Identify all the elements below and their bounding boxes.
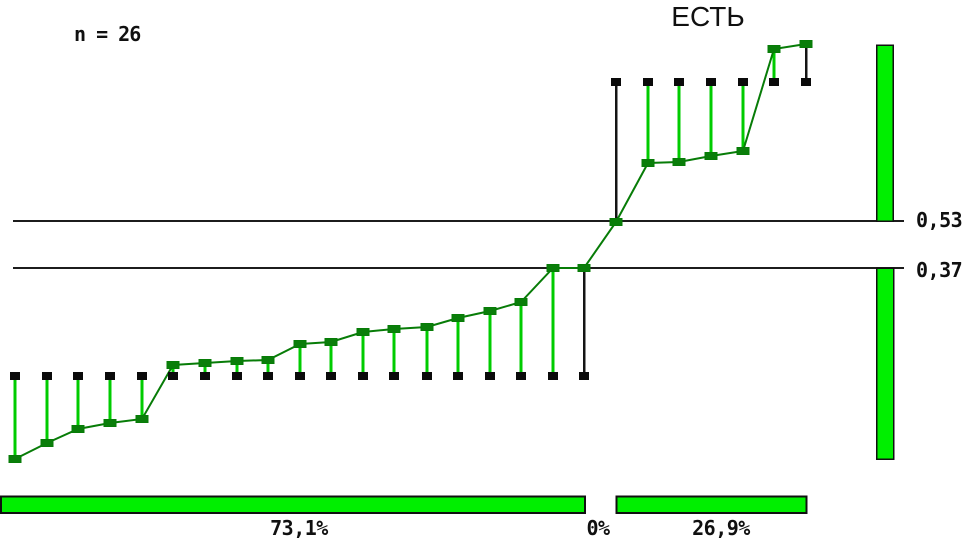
case-value-marker	[8, 455, 22, 463]
sample-size-label: n = 26	[74, 22, 141, 46]
case-base-marker	[516, 372, 526, 380]
case-value-marker	[672, 158, 686, 166]
case-value-marker	[736, 147, 750, 155]
case-value-marker	[71, 425, 85, 433]
right-scale-bar-bottom	[875, 267, 895, 460]
profile-line	[14, 43, 807, 460]
case-base-marker	[105, 372, 115, 380]
case-base-marker	[42, 372, 52, 380]
case-base-marker	[326, 372, 336, 380]
case-base-marker	[389, 372, 399, 380]
case-value-marker	[577, 264, 591, 272]
case-base-marker	[358, 372, 368, 380]
case-base-marker	[801, 78, 811, 86]
case-base-marker	[73, 372, 83, 380]
case-value-marker	[198, 359, 212, 367]
case-value-marker	[135, 415, 149, 423]
case-base-marker	[10, 372, 20, 380]
case-base-marker	[674, 78, 684, 86]
case-base-marker	[453, 372, 463, 380]
case-base-marker	[706, 78, 716, 86]
case-value-marker	[324, 338, 338, 346]
case-base-marker	[579, 372, 589, 380]
case-value-marker	[514, 298, 528, 306]
reference-line-upper-label: 0,53	[916, 208, 963, 232]
case-value-marker	[483, 307, 497, 315]
right-group-bar	[615, 495, 808, 514]
middle-percent-label: 0%	[586, 516, 610, 540]
case-base-marker	[232, 372, 242, 380]
case-value-marker	[767, 45, 781, 53]
chart-title: ЕСТЬ	[671, 1, 745, 32]
case-base-marker	[738, 78, 748, 86]
right-scale-bar-top	[875, 44, 894, 222]
case-base-marker	[137, 372, 147, 380]
case-base-marker	[200, 372, 210, 380]
case-value-marker	[166, 361, 180, 369]
left-group-percent-label: 73,1%	[270, 516, 328, 540]
case-value-marker	[103, 419, 117, 427]
case-value-marker	[546, 264, 560, 272]
case-base-marker	[263, 372, 273, 380]
right-group-percent-label: 26,9%	[692, 516, 750, 540]
case-base-marker	[643, 78, 653, 86]
case-base-marker	[485, 372, 495, 380]
case-base-marker	[168, 372, 178, 380]
case-value-marker	[230, 357, 244, 365]
case-value-marker	[387, 325, 401, 333]
case-base-marker	[295, 372, 305, 380]
case-value-marker	[293, 340, 307, 348]
case-value-marker	[641, 159, 655, 167]
case-base-marker	[422, 372, 432, 380]
case-value-marker	[356, 328, 370, 336]
case-value-marker	[704, 152, 718, 160]
case-base-marker	[769, 78, 779, 86]
case-value-marker	[261, 356, 275, 364]
case-value-marker	[799, 40, 813, 48]
case-value-marker	[40, 439, 54, 447]
case-base-marker	[611, 78, 621, 86]
case-base-marker	[548, 372, 558, 380]
case-value-marker	[609, 218, 623, 226]
case-value-marker	[420, 323, 434, 331]
case-value-marker	[451, 314, 465, 322]
left-group-bar	[0, 495, 586, 514]
reference-line-lower-label: 0,37	[916, 258, 963, 282]
